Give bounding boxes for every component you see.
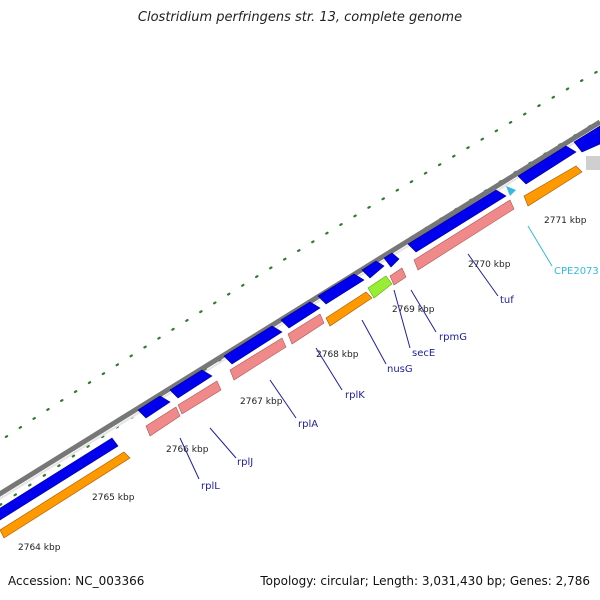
gene-feature[interactable] — [229, 337, 287, 381]
rna-track — [367, 156, 600, 299]
rna-feature[interactable] — [367, 275, 393, 299]
gene-label-rplK[interactable]: rplK — [345, 390, 365, 401]
gene-labels: rplL rplJ rplA rplK nusG secE rpmG tuf C… — [201, 266, 599, 492]
cds-feature[interactable] — [407, 189, 507, 253]
reverse-cds-track — [0, 165, 583, 539]
cds-feature[interactable] — [317, 273, 365, 305]
genome-title: Clostridium perfringens str. 13, complet… — [137, 10, 463, 25]
cds-feature[interactable] — [361, 260, 385, 279]
cds-feature[interactable] — [169, 369, 213, 399]
cds-feature[interactable] — [0, 437, 119, 521]
tick-label: 2767 kbp — [240, 397, 283, 407]
cds-feature[interactable] — [523, 165, 583, 207]
gene-label-rpmG[interactable]: rpmG — [439, 332, 467, 343]
tick-label: 2770 kbp — [468, 260, 511, 270]
forward-cds-track — [0, 125, 600, 521]
gene-label-nusG[interactable]: nusG — [387, 364, 413, 375]
tick-label: 2766 kbp — [166, 445, 209, 455]
cds-feature[interactable] — [383, 252, 400, 268]
cpe2073-marker-icon[interactable] — [506, 186, 516, 196]
gene-label-tuf[interactable]: tuf — [500, 295, 514, 306]
cds-feature[interactable] — [517, 145, 577, 185]
gene-track — [145, 199, 515, 437]
tick-label: 2768 kbp — [316, 350, 359, 360]
tick-label: 2771 kbp — [544, 216, 587, 226]
tick-label: 2769 kbp — [392, 305, 435, 315]
grey-feature[interactable] — [586, 156, 600, 170]
genome-summary: Topology: circular; Length: 3,031,430 bp… — [260, 574, 590, 588]
cds-feature[interactable] — [573, 125, 600, 153]
cds-feature[interactable] — [280, 301, 321, 329]
cds-feature[interactable] — [325, 291, 373, 327]
gene-label-rplL[interactable]: rplL — [201, 481, 220, 492]
leader-lines — [179, 225, 553, 480]
gene-feature[interactable] — [389, 267, 407, 286]
accession-label: Accession: NC_003366 — [8, 574, 145, 588]
gene-label-cpe2073[interactable]: CPE2073 — [554, 266, 599, 277]
tick-label: 2764 kbp — [18, 543, 61, 553]
gene-label-rplJ[interactable]: rplJ — [237, 457, 253, 468]
gene-feature[interactable] — [145, 406, 181, 437]
gene-feature[interactable] — [177, 380, 222, 415]
cds-feature[interactable] — [137, 395, 171, 419]
cds-feature[interactable] — [223, 325, 283, 365]
gene-label-rplA[interactable]: rplA — [298, 419, 318, 430]
cds-feature[interactable] — [0, 451, 131, 539]
gene-feature[interactable] — [287, 313, 325, 345]
tick-label: 2765 kbp — [92, 493, 135, 503]
scale-labels: 2764 kbp 2765 kbp 2766 kbp 2767 kbp 2768… — [18, 216, 587, 553]
gene-feature[interactable] — [413, 199, 515, 271]
gene-label-secE[interactable]: secE — [412, 348, 435, 359]
